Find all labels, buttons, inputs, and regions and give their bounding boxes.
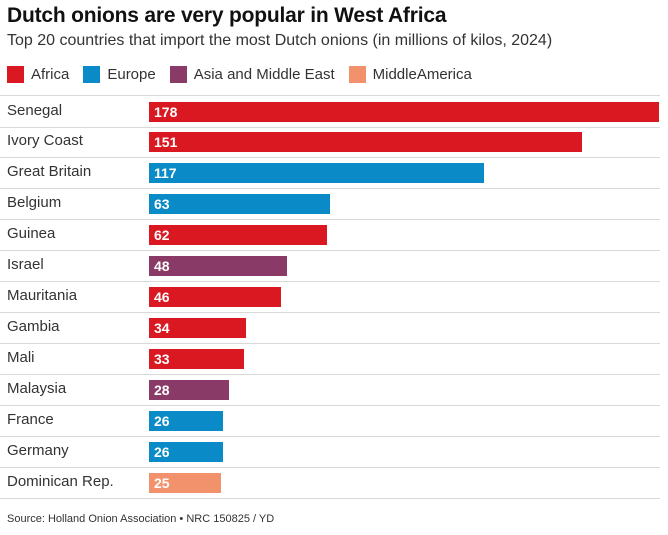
legend-label-africa: Africa — [31, 66, 70, 83]
legend-label-asia-middle-east: Asia and Middle East — [193, 66, 335, 83]
legend-item-asia-middle-east: Asia and Middle East — [169, 66, 335, 83]
legend-item-middle-america: MiddleAmerica — [348, 66, 472, 83]
legend-swatch-asia-middle-east — [169, 66, 187, 83]
bar-value-label: 28 — [154, 382, 170, 398]
bar: 48 — [149, 256, 287, 276]
bar: 26 — [149, 442, 223, 462]
bar-row: Belgium 63 — [0, 188, 660, 220]
source-note: Source: Holland Onion Association • NRC … — [7, 513, 275, 525]
category-label: Dominican Rep. — [7, 473, 114, 490]
bar-row: Dominican Rep. 25 — [0, 467, 660, 499]
bar: 62 — [149, 225, 327, 245]
bar-value-label: 151 — [154, 134, 178, 150]
bar: 33 — [149, 349, 244, 369]
bar-value-label: 117 — [154, 165, 177, 181]
bar-row: Senegal 178 — [0, 95, 660, 128]
bar-value-label: 26 — [154, 444, 170, 460]
bar: 46 — [149, 287, 281, 307]
category-label: Guinea — [7, 225, 56, 242]
bar-value-label: 48 — [154, 258, 170, 274]
bar: 28 — [149, 380, 229, 400]
category-label: Senegal — [7, 102, 63, 119]
bar-row: Guinea 62 — [0, 219, 660, 251]
bar: 117 — [149, 163, 484, 183]
bar-value-label: 33 — [154, 351, 170, 367]
bar: 178 — [149, 102, 659, 122]
bar: 63 — [149, 194, 330, 214]
legend-item-africa: Africa — [7, 66, 69, 83]
bar-row: Ivory Coast 151 — [0, 126, 660, 158]
chart-title: Dutch onions are very popular in West Af… — [7, 4, 447, 27]
bar-chart: Senegal 178 Ivory Coast 151 Great Britain 117… — [0, 95, 668, 499]
category-label: Gambia — [7, 318, 60, 335]
bar: 34 — [149, 318, 246, 338]
chart-subtitle: Top 20 countries that import the most Du… — [7, 32, 553, 49]
bar-value-label: 34 — [154, 320, 170, 336]
bar-row: Israel 48 — [0, 250, 660, 282]
category-label: Ivory Coast — [7, 132, 83, 149]
legend-swatch-middle-america — [348, 66, 366, 83]
category-label: Germany — [7, 442, 69, 459]
bar-value-label: 62 — [154, 227, 170, 243]
legend-swatch-europe — [83, 66, 101, 83]
bar-value-label: 25 — [154, 475, 170, 491]
bar-value-label: 46 — [154, 289, 170, 305]
category-label: Malaysia — [7, 380, 67, 397]
bar: 25 — [149, 473, 221, 493]
legend-item-europe: Europe — [83, 66, 156, 83]
bar-row: Gambia 34 — [0, 312, 660, 344]
bar-value-label: 26 — [154, 413, 170, 429]
bar-row: Germany 26 — [0, 436, 660, 468]
category-label: France — [7, 411, 54, 428]
bar-value-label: 178 — [154, 104, 178, 120]
legend: Africa Europe Asia and Middle East Middl… — [7, 66, 486, 83]
legend-swatch-africa — [7, 66, 24, 83]
bar-row: France 26 — [0, 405, 660, 437]
category-label: Mali — [7, 349, 35, 366]
bar-value-label: 63 — [154, 196, 170, 212]
legend-label-europe: Europe — [107, 66, 156, 83]
bar: 151 — [149, 132, 582, 152]
bar: 26 — [149, 411, 223, 431]
bar-row: Mauritania 46 — [0, 281, 660, 313]
legend-label-middle-america: MiddleAmerica — [372, 66, 472, 83]
category-label: Israel — [7, 256, 44, 273]
bar-row: Mali 33 — [0, 343, 660, 375]
bar-row: Great Britain 117 — [0, 157, 660, 189]
category-label: Belgium — [7, 194, 62, 211]
bar-row: Malaysia 28 — [0, 374, 660, 406]
category-label: Mauritania — [7, 287, 78, 304]
category-label: Great Britain — [7, 163, 92, 180]
